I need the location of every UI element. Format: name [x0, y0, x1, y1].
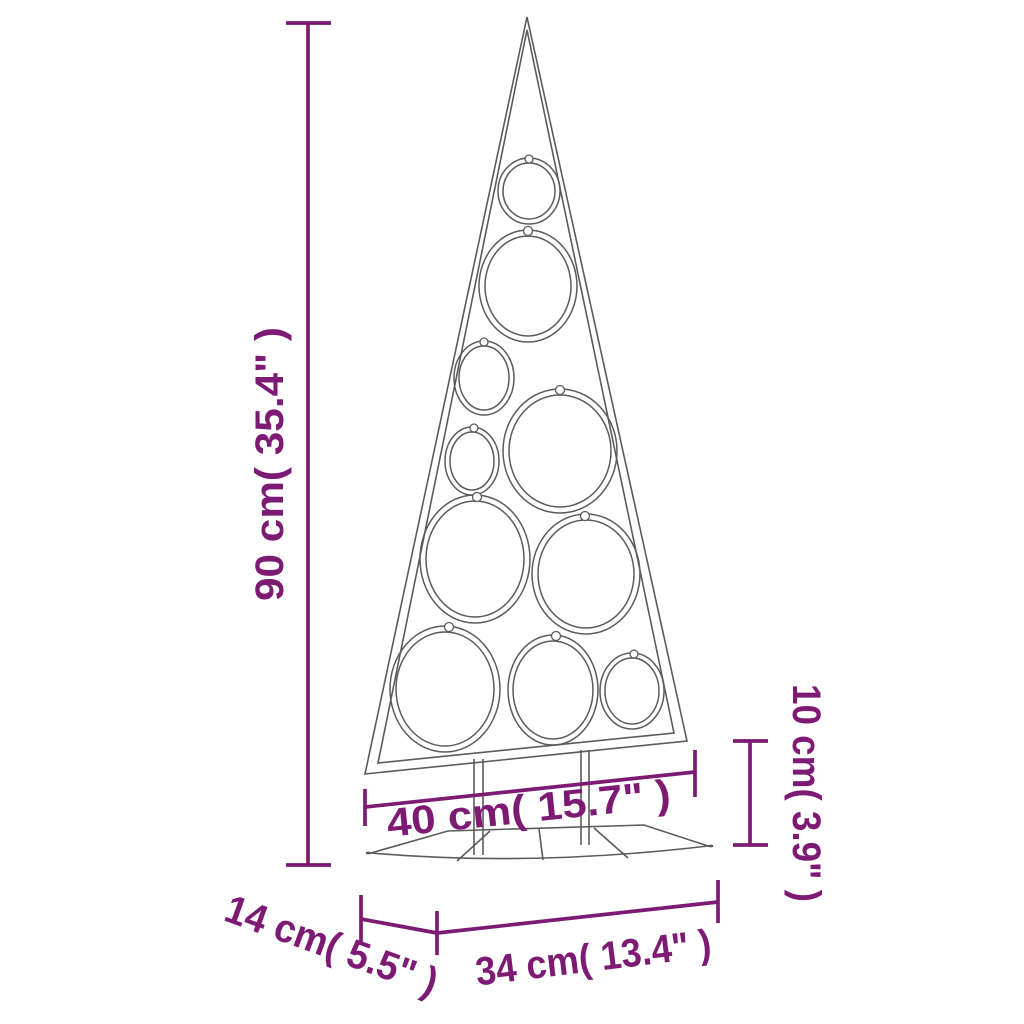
svg-text:90 cm( 35.4" ): 90 cm( 35.4" ): [248, 327, 292, 601]
svg-text:10 cm( 3.9" ): 10 cm( 3.9" ): [784, 684, 828, 902]
